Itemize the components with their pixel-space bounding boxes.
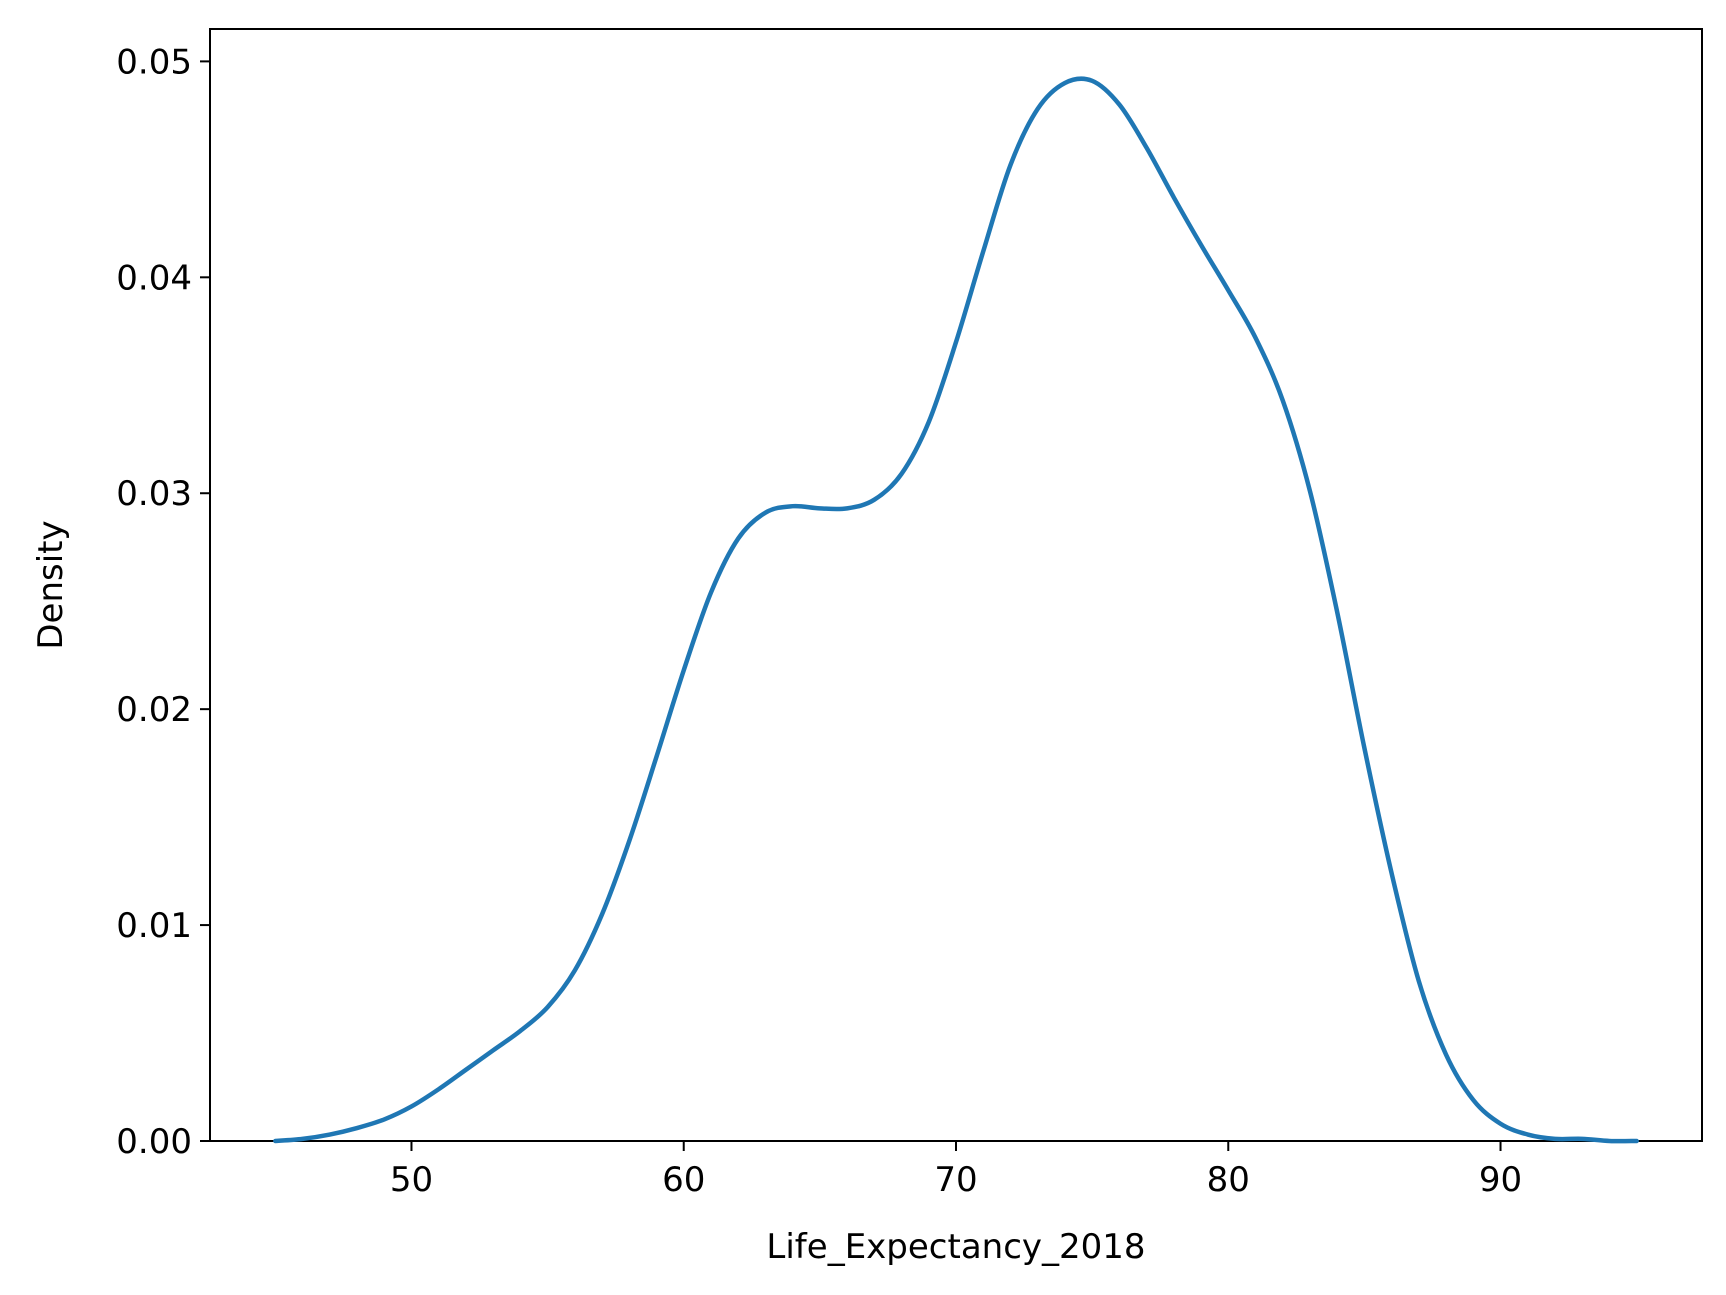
x-tick-label: 70 xyxy=(934,1160,977,1200)
y-tick-label: 0.00 xyxy=(116,1122,192,1162)
y-tick-label: 0.03 xyxy=(116,474,192,514)
x-tick-label: 90 xyxy=(1479,1160,1522,1200)
x-tick-label: 50 xyxy=(390,1160,433,1200)
x-axis-label: Life_Expectancy_2018 xyxy=(766,1227,1145,1267)
y-tick-label: 0.04 xyxy=(116,258,192,298)
x-axis-ticks: 50 60 70 80 90 xyxy=(390,1141,1522,1200)
y-axis-label: Density xyxy=(31,520,71,649)
x-tick-label: 80 xyxy=(1207,1160,1250,1200)
density-curve xyxy=(273,76,1639,1144)
y-tick-label: 0.02 xyxy=(116,690,192,730)
plot-area-frame xyxy=(209,28,1703,1142)
y-tick-label: 0.05 xyxy=(116,42,192,82)
y-tick-label: 0.01 xyxy=(116,906,192,946)
y-axis-ticks: 0.00 0.01 0.02 0.03 0.04 0.05 xyxy=(116,42,210,1162)
x-tick-label: 60 xyxy=(662,1160,705,1200)
